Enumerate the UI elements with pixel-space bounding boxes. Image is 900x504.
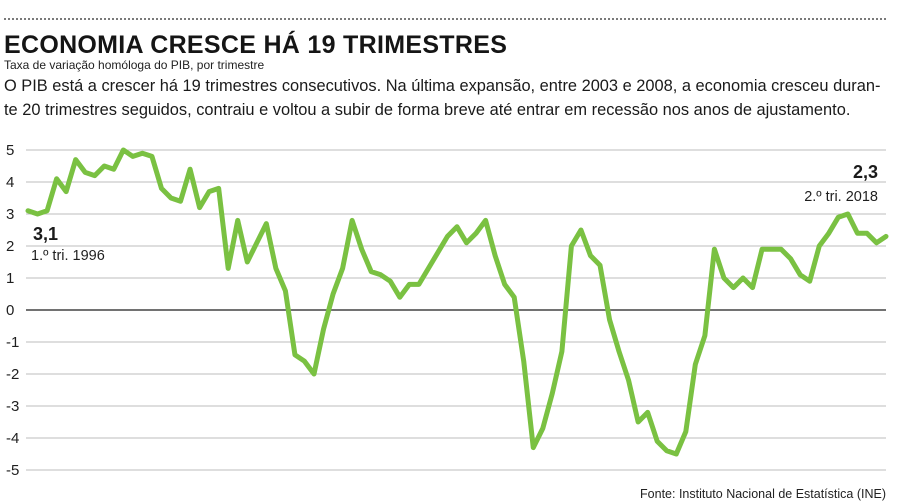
chart-title: ECONOMIA CRESCE HÁ 19 TRIMESTRES (4, 31, 508, 59)
y-tick-label: 2 (6, 238, 14, 255)
top-dotted-rule (4, 18, 886, 20)
y-tick-label: 0 (6, 302, 14, 319)
y-tick-label: -4 (6, 430, 19, 447)
source-note: Fonte: Instituto Nacional de Estatística… (640, 487, 886, 501)
grid-lines (26, 149, 886, 471)
y-tick-label: -5 (6, 462, 19, 479)
y-tick-label: 5 (6, 142, 14, 159)
y-axis-ticks: 5 4 3 2 1 0 -1 -2 -3 -4 -5 (6, 142, 19, 479)
annotation-end-label: 2.º tri. 2018 (804, 189, 878, 205)
lead-paragraph: O PIB está a crescer há 19 trimestres co… (4, 74, 888, 122)
y-tick-label: -1 (6, 334, 19, 351)
y-tick-label: -2 (6, 366, 19, 383)
annotations: 3,1 1.º tri. 1996 2,3 2.º tri. 2018 (31, 162, 878, 264)
chart-subtitle: Taxa de variação homóloga do PIB, por tr… (4, 58, 265, 72)
y-tick-label: 1 (6, 270, 14, 287)
y-tick-label: 4 (6, 174, 14, 191)
annotation-start-label: 1.º tri. 1996 (31, 248, 105, 264)
lead-line-2: te 20 trimestres seguidos, contraiu e vo… (4, 101, 851, 119)
lead-line-1: O PIB está a crescer há 19 trimestres co… (4, 77, 881, 95)
annotation-start-value: 3,1 (33, 224, 58, 244)
gdp-growth-line (25, 147, 889, 457)
data-series (25, 147, 889, 457)
y-tick-label: -3 (6, 398, 19, 415)
annotation-end-value: 2,3 (853, 162, 878, 182)
y-tick-label: 3 (6, 206, 14, 223)
